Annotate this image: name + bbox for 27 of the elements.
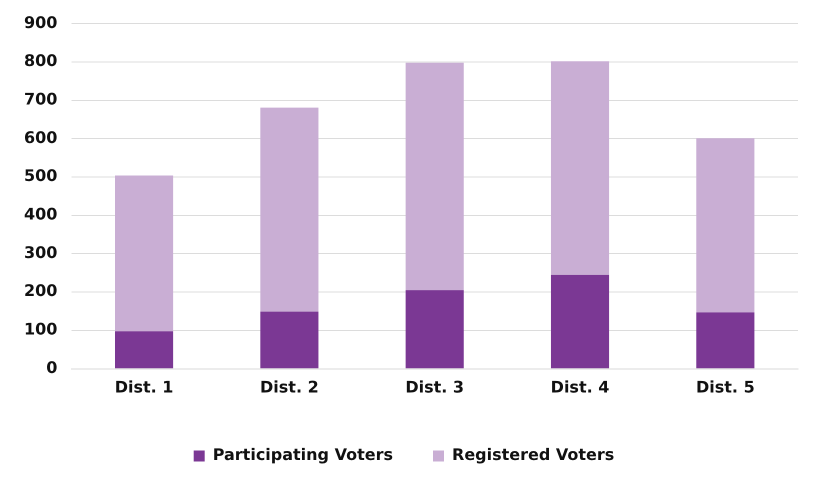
bar <box>260 312 318 368</box>
x-tick-label: Dist. 1 <box>114 378 174 397</box>
y-tick-label: 100 <box>24 320 58 339</box>
y-tick-label: 900 <box>24 12 58 32</box>
bar <box>406 62 464 290</box>
y-tick-label: 500 <box>24 166 58 186</box>
y-tick-label: 400 <box>24 204 58 224</box>
bar <box>696 312 754 368</box>
bar <box>550 61 610 275</box>
x-tick-label: Dist. 5 <box>696 378 755 397</box>
legend-label: Participating Voters <box>212 445 393 464</box>
x-tick-label: Dist. 2 <box>260 378 319 397</box>
bar <box>696 138 754 312</box>
y-tick-label: 0 <box>46 358 58 377</box>
x-tick-label: Dist. 3 <box>405 378 464 397</box>
bar <box>550 274 610 368</box>
y-tick-label: 300 <box>24 242 58 262</box>
bar <box>114 175 174 332</box>
y-tick-label: 800 <box>24 51 58 70</box>
bar <box>114 331 174 368</box>
bar <box>406 290 464 368</box>
x-tick-label: Dist. 4 <box>550 378 610 397</box>
y-tick-label: 700 <box>24 89 58 108</box>
legend-label: Registered Voters <box>452 445 614 464</box>
y-tick-label: 600 <box>24 128 58 147</box>
bar <box>260 108 318 312</box>
y-tick-label: 200 <box>24 281 58 300</box>
